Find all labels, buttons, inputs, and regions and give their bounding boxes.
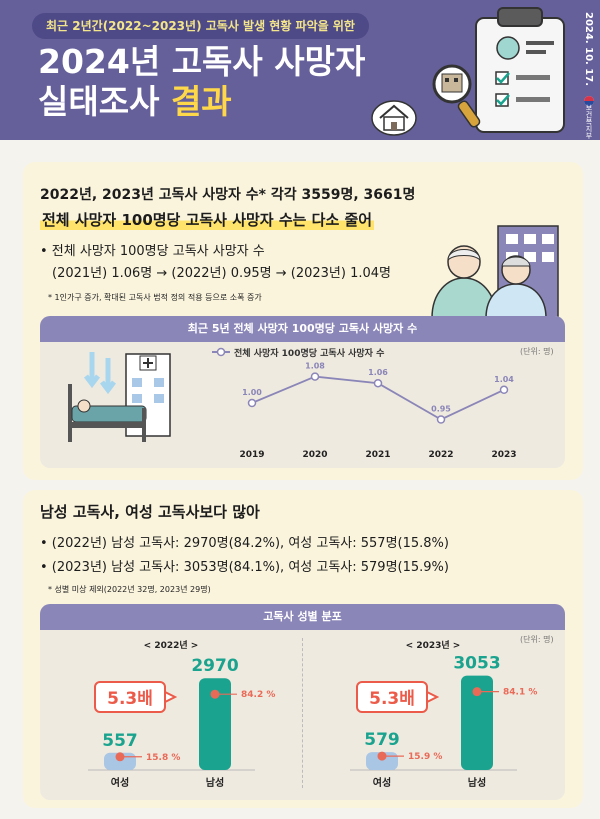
title-highlight: 결과 bbox=[170, 82, 232, 121]
gender-value-label: 557 bbox=[102, 731, 138, 751]
house-icon bbox=[370, 96, 418, 140]
gender-percent-dot bbox=[210, 689, 220, 699]
trend-point bbox=[373, 378, 383, 388]
magnifier-icon bbox=[430, 58, 490, 137]
gender-chart-unit: (단위: 명) bbox=[520, 635, 554, 644]
trend-x-tick: 2021 bbox=[365, 450, 390, 460]
gender-value-label: 579 bbox=[364, 730, 400, 750]
trend-value-label: 1.00 bbox=[242, 388, 262, 397]
gender-percent-dot bbox=[472, 687, 482, 697]
trend-chart-legend: 전체 사망자 100명당 고독사 사망자 수 bbox=[212, 347, 384, 359]
gender-bar bbox=[461, 675, 493, 770]
gender-category-label: 남성 bbox=[206, 776, 224, 789]
trend-value-label: 0.95 bbox=[431, 405, 451, 414]
header-subtitle: 최근 2년간(2022~2023년) 고독사 발생 현황 파악을 위한 bbox=[32, 13, 369, 39]
section1-footnote: * 1인가구 증가, 확대된 고독사 법적 정의 적용 등으로 소폭 증가 bbox=[48, 293, 262, 302]
section1-subheadline: 전체 사망자 100명당 고독사 사망자 수는 다소 줄어 bbox=[40, 209, 375, 230]
clipboard-icon bbox=[470, 4, 570, 138]
trend-point bbox=[310, 372, 320, 381]
hospital-bed-icon bbox=[62, 348, 172, 452]
title-line-2: 실태조사 결과 bbox=[38, 82, 365, 122]
header-banner: 최근 2년간(2022~2023년) 고독사 발생 현황 파악을 위한 2024… bbox=[0, 0, 600, 140]
section2-footnote: * 성별 미상 제외(2022년 32명, 2023년 29명) bbox=[48, 585, 211, 594]
gender-percent-dot bbox=[377, 751, 387, 761]
publish-date: 2024. 10. 17. bbox=[583, 12, 594, 87]
gender-bar bbox=[199, 678, 231, 770]
gender-chart-title: 고독사 성별 분포 bbox=[40, 604, 565, 630]
gender-value-label: 2970 bbox=[191, 656, 238, 676]
ratio-badge-arrow bbox=[426, 690, 440, 704]
ministry-name: 보건복지부 bbox=[585, 104, 593, 139]
section2-headline: 남성 고독사, 여성 고독사보다 많아 bbox=[40, 503, 260, 521]
ratio-badge-label: 5.3배 bbox=[107, 689, 153, 709]
trend-value-label: 1.06 bbox=[368, 368, 388, 377]
section2-bullet-2022: • (2022년) 남성 고독사: 2970명(84.2%), 여성 고독사: … bbox=[40, 536, 449, 551]
ratio-badge-label: 5.3배 bbox=[369, 689, 415, 709]
gender-percent-label: 84.2 % bbox=[241, 690, 275, 700]
gender-bar-chart: < 2022년 > 557 15.8 % 여성 2970 84.2 % 남성 5.3배 < 20… bbox=[88, 639, 537, 789]
section1-headline: 2022년, 2023년 고독사 사망자 수* 각각 3559명, 3661명 bbox=[40, 187, 416, 203]
gender-category-label: 여성 bbox=[373, 776, 391, 789]
ministry-emblem-icon bbox=[583, 92, 595, 111]
gender-group-title: < 2022년 > bbox=[144, 639, 199, 651]
trend-point bbox=[436, 415, 446, 424]
page-title: 2024년 고독사 사망자 실태조사 결과 bbox=[38, 42, 365, 122]
trend-x-tick: 2022 bbox=[428, 450, 453, 460]
panel-divider bbox=[302, 638, 303, 788]
elderly-couple-icon bbox=[428, 222, 568, 322]
gender-group-title: < 2023년 > bbox=[406, 639, 461, 651]
gender-percent-label: 15.8 % bbox=[146, 753, 180, 763]
gender-value-label: 3053 bbox=[453, 654, 500, 674]
section2-bullet-2023: • (2023년) 남성 고독사: 3053명(84.1%), 여성 고독사: … bbox=[40, 560, 449, 575]
gender-percent-label: 84.1 % bbox=[503, 688, 537, 698]
trend-x-tick: 2023 bbox=[491, 450, 516, 460]
trend-point bbox=[247, 398, 257, 408]
trend-legend-label: 전체 사망자 100명당 고독사 사망자 수 bbox=[234, 347, 384, 359]
ratio-badge-arrow bbox=[164, 690, 178, 704]
trend-chart-unit: (단위: 명) bbox=[520, 347, 554, 356]
trend-value-label: 1.08 bbox=[305, 362, 325, 371]
section1-bullet-title: • 전체 사망자 100명당 고독사 사망자 수 bbox=[40, 244, 265, 259]
gender-category-label: 남성 bbox=[468, 776, 486, 789]
gender-category-label: 여성 bbox=[111, 776, 129, 789]
trend-chart-title: 최근 5년 전체 사망자 100명당 고독사 사망자 수 bbox=[40, 316, 565, 342]
trend-x-tick: 2020 bbox=[302, 450, 327, 460]
trend-point bbox=[499, 385, 509, 395]
trend-x-tick: 2019 bbox=[239, 450, 264, 460]
gender-percent-label: 15.9 % bbox=[408, 752, 442, 762]
title-line-1: 2024년 고독사 사망자 bbox=[38, 42, 366, 81]
gender-percent-dot bbox=[115, 752, 125, 762]
title-line-2-text: 실태조사 bbox=[38, 82, 171, 121]
trend-line-chart: 전체 사망자 100명당 고독사 사망자 수 1.00 2019 1.08 2020 1… bbox=[212, 347, 517, 460]
section1-bullet-detail: (2021년) 1.06명 → (2022년) 0.95명 → (2023년) … bbox=[52, 266, 391, 281]
trend-value-label: 1.04 bbox=[494, 375, 514, 384]
